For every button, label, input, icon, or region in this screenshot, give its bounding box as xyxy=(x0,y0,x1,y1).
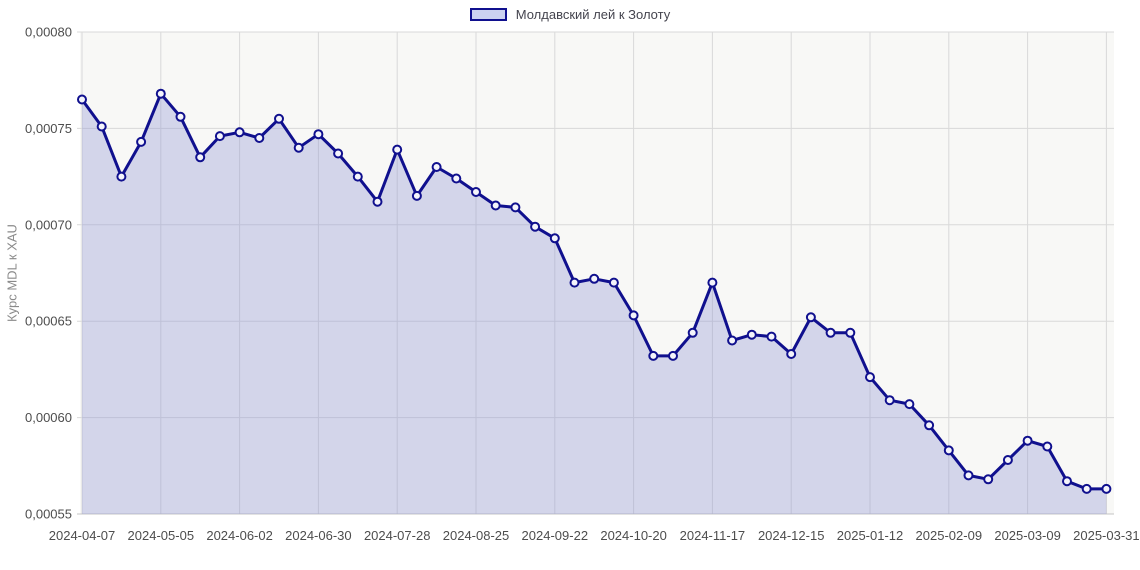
data-point-marker[interactable] xyxy=(1002,455,1013,465)
data-point-marker[interactable] xyxy=(274,113,284,124)
data-point-marker[interactable] xyxy=(352,171,363,182)
data-point-marker[interactable] xyxy=(372,196,383,207)
y-tick-label: 0,00070 xyxy=(25,217,72,232)
plot-background xyxy=(80,32,1114,514)
data-point-marker[interactable] xyxy=(746,329,757,340)
data-point-marker[interactable] xyxy=(727,335,738,346)
data-point-marker[interactable] xyxy=(845,327,856,338)
data-point-marker[interactable] xyxy=(1022,435,1033,446)
data-point-marker[interactable] xyxy=(431,162,442,172)
x-tick-label: 2024-04-07 xyxy=(49,528,116,543)
y-tick-label: 0,00080 xyxy=(25,25,72,40)
data-point-marker[interactable] xyxy=(628,310,639,321)
y-axis-title: Курс MDL к XAU xyxy=(4,224,20,322)
data-point-marker[interactable] xyxy=(234,127,245,138)
data-point-marker[interactable] xyxy=(530,221,541,232)
x-tick-label: 2025-02-09 xyxy=(916,528,983,543)
x-tick-label: 2024-12-15 xyxy=(758,528,825,543)
x-tick-label: 2024-08-25 xyxy=(443,528,510,543)
data-point-marker[interactable] xyxy=(116,171,127,182)
data-point-marker[interactable] xyxy=(214,131,225,142)
data-point-marker[interactable] xyxy=(668,350,678,361)
data-point-marker[interactable] xyxy=(648,350,659,361)
x-tick-label: 2024-11-17 xyxy=(680,528,746,543)
data-point-marker[interactable] xyxy=(411,190,422,201)
data-point-marker[interactable] xyxy=(1062,476,1072,487)
y-tick-label: 0,00075 xyxy=(25,121,72,136)
data-point-marker[interactable] xyxy=(924,420,935,431)
x-tick-label: 2025-01-12 xyxy=(837,528,904,543)
data-point-marker[interactable] xyxy=(707,277,718,288)
data-point-marker[interactable] xyxy=(175,111,186,122)
y-tick-label: 0,00060 xyxy=(25,410,72,425)
x-tick-label: 2025-03-31 xyxy=(1073,528,1140,543)
data-point-marker[interactable] xyxy=(195,152,206,163)
data-point-marker[interactable] xyxy=(904,399,915,410)
data-point-marker[interactable] xyxy=(1101,483,1112,494)
data-point-marker[interactable] xyxy=(1081,483,1092,494)
data-point-marker[interactable] xyxy=(96,121,107,132)
data-point-marker[interactable] xyxy=(589,273,600,284)
x-tick-label: 2024-10-20 xyxy=(600,528,667,543)
data-point-marker[interactable] xyxy=(490,200,501,211)
data-point-marker[interactable] xyxy=(766,331,777,342)
chart-legend[interactable]: Молдавский лей к Золоту xyxy=(0,7,1140,22)
data-point-marker[interactable] xyxy=(293,142,304,153)
data-point-marker[interactable] xyxy=(333,148,344,159)
y-tick-label: 0,00055 xyxy=(25,507,72,522)
series-area xyxy=(82,93,1107,514)
data-point-marker[interactable] xyxy=(510,202,521,213)
data-point-marker[interactable] xyxy=(963,470,974,481)
data-point-marker[interactable] xyxy=(254,133,265,143)
data-point-marker[interactable] xyxy=(943,445,954,456)
data-point-marker[interactable] xyxy=(983,474,994,485)
data-point-marker[interactable] xyxy=(392,144,403,155)
data-point-marker[interactable] xyxy=(136,136,147,147)
x-tick-label: 2025-03-09 xyxy=(994,528,1061,543)
data-point-marker[interactable] xyxy=(786,349,797,359)
legend-swatch xyxy=(469,8,507,21)
data-point-marker[interactable] xyxy=(77,94,87,105)
x-tick-label: 2024-05-05 xyxy=(128,528,195,543)
x-tick-label: 2024-09-22 xyxy=(522,528,589,543)
x-tick-label: 2024-06-02 xyxy=(206,528,273,543)
data-point-marker[interactable] xyxy=(155,88,166,99)
data-point-marker[interactable] xyxy=(313,129,324,140)
data-point-marker[interactable] xyxy=(451,173,462,184)
data-point-marker[interactable] xyxy=(569,277,580,288)
data-point-marker[interactable] xyxy=(549,233,560,244)
data-point-marker[interactable] xyxy=(884,395,895,406)
data-point-marker[interactable] xyxy=(805,312,816,323)
x-tick-label: 2024-07-28 xyxy=(364,528,431,543)
data-point-marker[interactable] xyxy=(865,372,875,383)
data-point-marker[interactable] xyxy=(825,327,836,338)
legend-label: Молдавский лей к Золоту xyxy=(515,7,671,22)
data-point-marker[interactable] xyxy=(687,327,698,338)
data-point-marker[interactable] xyxy=(608,277,619,288)
x-tick-label: 2024-06-30 xyxy=(285,528,352,543)
data-point-marker[interactable] xyxy=(1042,441,1053,452)
data-point-marker[interactable] xyxy=(471,187,481,197)
y-tick-label: 0,00065 xyxy=(25,314,72,329)
